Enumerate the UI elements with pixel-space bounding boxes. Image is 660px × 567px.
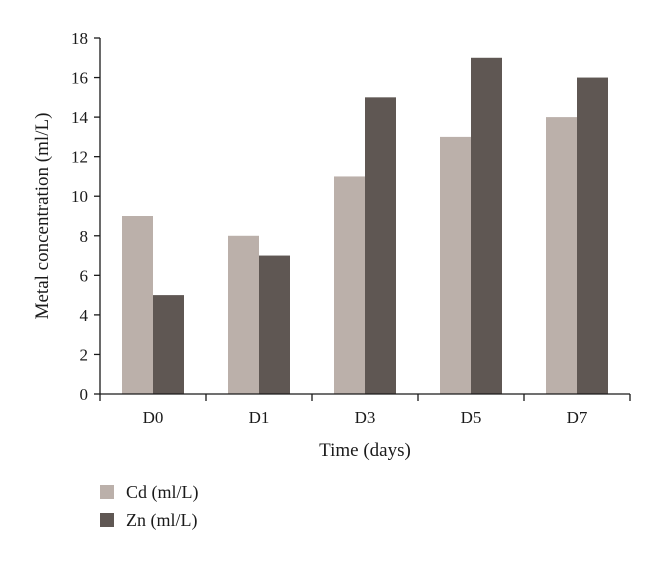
y-tick-label: 14 [71,108,89,127]
bar-D0-series-0 [122,216,153,394]
legend: Cd (ml/L) Zn (ml/L) [100,482,199,531]
bar-D5-series-0 [440,136,471,394]
y-tick-label: 2 [80,345,89,364]
bar-D7-series-0 [546,117,577,394]
y-tick-label: 10 [71,187,88,206]
x-tick-label: D3 [355,408,376,427]
plot-area [122,57,608,395]
bar-D3-series-1 [365,97,396,394]
y-tick-label: 12 [71,148,88,167]
y-tick-label: 4 [80,306,89,325]
y-tick-label: 8 [80,227,89,246]
bar-D1-series-1 [259,255,290,394]
x-axis-title: Time (days) [319,440,411,461]
bar-D0-series-1 [153,295,184,394]
axes: 0 2 4 6 8 10 12 14 16 18 D0 D1 D3 D5 D7 [71,29,631,427]
bar-D7-series-1 [577,77,608,395]
bar-D3-series-0 [334,176,365,394]
x-tick-label: D1 [249,408,270,427]
y-tick-label: 6 [80,266,89,285]
legend-label-series-0: Cd (ml/L) [126,482,199,503]
x-tick-label: D0 [143,408,164,427]
legend-swatch-series-0 [100,485,114,499]
x-tick-label: D5 [461,408,482,427]
legend-swatch-series-1 [100,513,114,527]
bar-D1-series-0 [228,235,259,394]
bar-D5-series-1 [471,57,502,395]
y-tick-label: 16 [71,69,88,88]
y-axis-title: Metal concentration (ml/L) [32,113,53,320]
x-tick-label: D7 [567,408,588,427]
y-tick-label: 18 [71,29,88,48]
legend-label-series-1: Zn (ml/L) [126,510,197,531]
y-tick-label: 0 [80,385,89,404]
